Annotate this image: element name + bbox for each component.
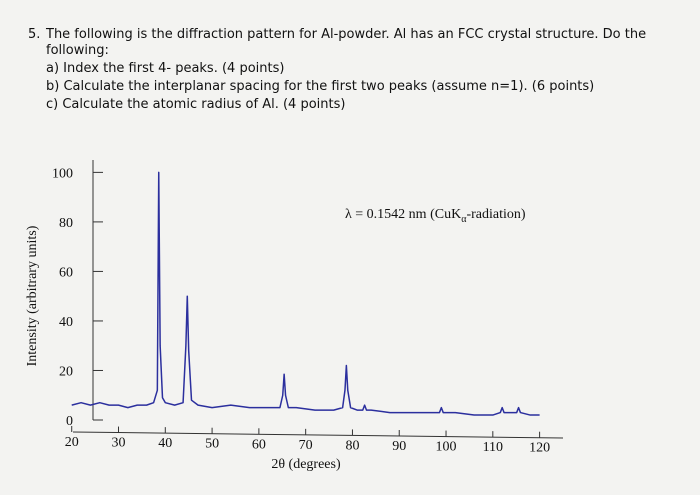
question-item: a) Index the first 4- peaks. (4 points): [46, 61, 284, 76]
x-tick-label: 100: [436, 440, 457, 455]
x-tick-label: 30: [112, 436, 126, 451]
x-tick-label: 90: [392, 439, 406, 454]
x-tick-label: 50: [205, 437, 219, 452]
question-item: c) Calculate the atomic radius of Al. (4…: [46, 97, 345, 112]
x-axis: [72, 431, 564, 439]
y-tick-label: 20: [59, 364, 73, 379]
y-tick-label: 40: [59, 315, 73, 330]
x-tick-label: 70: [299, 438, 313, 453]
annotation: λ = 0.1542 nm (CuKα-radiation): [345, 207, 526, 225]
y-tick-label: 80: [59, 216, 73, 231]
x-tick-label: 20: [65, 435, 79, 450]
question-number: 5.: [28, 27, 40, 42]
x-tick-label: 120: [529, 441, 550, 456]
question-item: b) Calculate the interplanar spacing for…: [46, 79, 594, 94]
y-tick-label: 100: [52, 166, 73, 181]
annotation-text: λ = 0.1542 nm (CuK: [345, 207, 461, 222]
y-tick-label: 0: [66, 414, 73, 429]
y-axis-label: Intensity (arbitrary units): [25, 225, 40, 366]
diffraction-line: [71, 171, 540, 416]
annotation-subscript: α: [461, 214, 467, 225]
y-tick-label: 60: [59, 265, 73, 280]
x-tick-label: 110: [483, 440, 503, 455]
x-axis-label: 2θ (degrees): [271, 457, 341, 472]
x-tick-label: 60: [252, 437, 266, 452]
question-text: following:: [46, 43, 109, 58]
x-tick-label: 80: [345, 438, 359, 453]
x-tick-label: 40: [158, 436, 172, 451]
question-text: The following is the diffraction pattern…: [45, 27, 646, 42]
annotation-text: -radiation): [466, 207, 525, 222]
